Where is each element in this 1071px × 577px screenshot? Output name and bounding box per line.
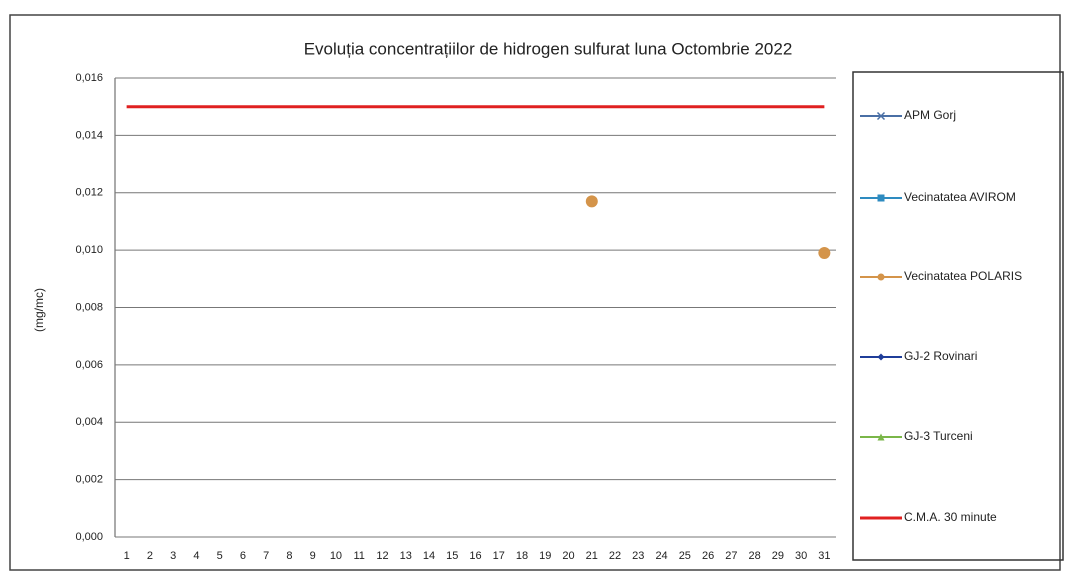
x-tick-label: 31 bbox=[818, 550, 830, 562]
legend-label: GJ-2 Rovinari bbox=[904, 349, 977, 363]
x-tick-label: 3 bbox=[170, 550, 176, 562]
x-tick-label: 27 bbox=[725, 550, 737, 562]
x-tick-label: 24 bbox=[655, 550, 667, 562]
legend-label: Vecinatatea POLARIS bbox=[904, 269, 1022, 283]
marker bbox=[877, 353, 885, 361]
x-tick-label: 29 bbox=[772, 550, 784, 562]
x-tick-label: 20 bbox=[562, 550, 574, 562]
x-tick-label: 26 bbox=[702, 550, 714, 562]
marker bbox=[585, 195, 598, 208]
x-tick-label: 25 bbox=[679, 550, 691, 562]
x-tick-label: 23 bbox=[632, 550, 644, 562]
x-tick-label: 5 bbox=[217, 550, 223, 562]
x-tick-label: 2 bbox=[147, 550, 153, 562]
y-tick-label: 0,004 bbox=[75, 416, 103, 428]
x-tick-label: 13 bbox=[400, 550, 412, 562]
x-tick-label: 22 bbox=[609, 550, 621, 562]
marker bbox=[877, 433, 885, 441]
y-tick-label: 0,002 bbox=[75, 474, 103, 486]
x-tick-label: 12 bbox=[376, 550, 388, 562]
x-tick-label: 10 bbox=[330, 550, 342, 562]
x-tick-label: 11 bbox=[353, 550, 364, 562]
x-tick-label: 28 bbox=[748, 550, 760, 562]
legend-box bbox=[852, 71, 1064, 561]
y-tick-label: 0,014 bbox=[75, 129, 103, 141]
x-tick-label: 14 bbox=[423, 550, 435, 562]
x-tick-label: 9 bbox=[310, 550, 316, 562]
x-tick-label: 18 bbox=[516, 550, 528, 562]
x-tick-label: 30 bbox=[795, 550, 807, 562]
x-tick-label: 6 bbox=[240, 550, 246, 562]
x-tick-label: 16 bbox=[469, 550, 481, 562]
x-tick-label: 1 bbox=[124, 550, 130, 562]
y-axis-label: (mg/mc) bbox=[32, 288, 46, 332]
x-tick-label: 4 bbox=[193, 550, 199, 562]
marker bbox=[877, 194, 885, 202]
marker bbox=[877, 273, 885, 281]
chart-border bbox=[9, 14, 1061, 571]
legend-label: C.M.A. 30 minute bbox=[904, 510, 997, 524]
y-tick-label: 0,016 bbox=[75, 72, 103, 84]
marker bbox=[876, 111, 886, 121]
x-tick-label: 7 bbox=[263, 550, 269, 562]
x-tick-label: 21 bbox=[586, 550, 598, 562]
x-tick-label: 15 bbox=[446, 550, 458, 562]
y-tick-label: 0,008 bbox=[75, 301, 103, 313]
x-tick-label: 19 bbox=[539, 550, 551, 562]
y-tick-label: 0,000 bbox=[75, 531, 103, 543]
legend-label: GJ-3 Turceni bbox=[904, 429, 973, 443]
x-tick-label: 17 bbox=[493, 550, 505, 562]
y-tick-label: 0,006 bbox=[75, 359, 103, 371]
x-tick-label: 8 bbox=[286, 550, 292, 562]
legend-label: APM Gorj bbox=[904, 108, 956, 122]
y-tick-label: 0,010 bbox=[75, 244, 103, 256]
y-tick-label: 0,012 bbox=[75, 187, 103, 199]
chart-title: Evoluția concentrațiilor de hidrogen sul… bbox=[304, 39, 793, 58]
legend-label: Vecinatatea AVIROM bbox=[904, 190, 1016, 204]
marker bbox=[818, 246, 831, 259]
